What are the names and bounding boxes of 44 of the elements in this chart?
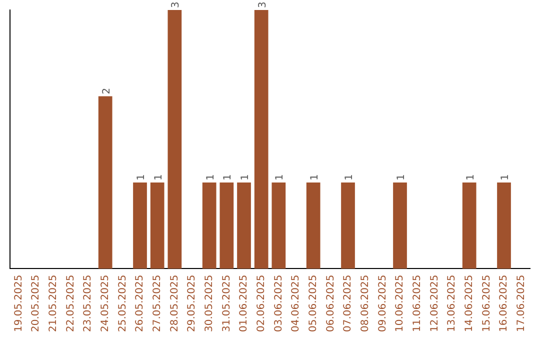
x-tick-label: 26.05.2025 [134,274,146,332]
x-tick-label: 21.05.2025 [48,274,59,332]
data-label: 1 [136,174,147,180]
data-label: 2 [101,88,112,94]
x-tick-label: 06.06.2025 [325,274,336,332]
x-tick-label: 13.06.2025 [446,274,458,332]
data-label: 1 [465,174,476,180]
data-label: 1 [240,174,251,180]
x-tick-label: 22.05.2025 [65,274,76,332]
x-tick-label: 02.06.2025 [256,274,267,332]
data-label: 1 [153,174,164,180]
x-tick-label: 05.06.2025 [308,274,319,332]
data-label: 1 [309,174,320,180]
x-tick-label: 17.06.2025 [516,274,527,332]
x-tick-label: 14.06.2025 [464,274,475,332]
x-tick-label: 01.06.2025 [238,274,250,332]
x-tick-label: 19.05.2025 [13,274,24,332]
data-label: 1 [205,174,216,180]
x-tick-label: 20.05.2025 [30,274,42,332]
x-tick-label: 28.05.2025 [169,274,180,332]
x-tick-label: 04.06.2025 [290,274,302,332]
x-tick-label: 03.06.2025 [273,274,284,332]
x-tick-label: 10.06.2025 [394,274,406,332]
x-tick-label: 16.06.2025 [498,274,510,332]
x-tick-label: 15.06.2025 [481,274,492,332]
data-label: 3 [257,2,268,8]
data-label: 1 [396,174,407,180]
x-tick-label: 31.05.2025 [221,274,232,332]
x-tick-label: 25.05.2025 [117,274,128,332]
x-tick-label: 08.06.2025 [360,274,371,332]
x-tick-label: 09.06.2025 [377,274,388,332]
data-label: 3 [170,2,182,8]
x-tick-label: 30.05.2025 [204,274,215,332]
x-tick-label: 11.06.2025 [412,274,423,332]
x-tick-label: 27.05.2025 [152,274,163,332]
x-tick-label: 07.06.2025 [342,274,354,332]
data-label: 1 [222,174,234,180]
x-tick-label: 24.05.2025 [100,274,111,332]
data-label: 1 [344,174,355,180]
data-label: 1 [274,174,286,180]
x-tick-label: 23.05.2025 [82,274,94,332]
x-tick-label: 12.06.2025 [429,274,440,332]
data-label: 1 [500,174,511,180]
x-tick-label: 29.05.2025 [186,274,198,332]
